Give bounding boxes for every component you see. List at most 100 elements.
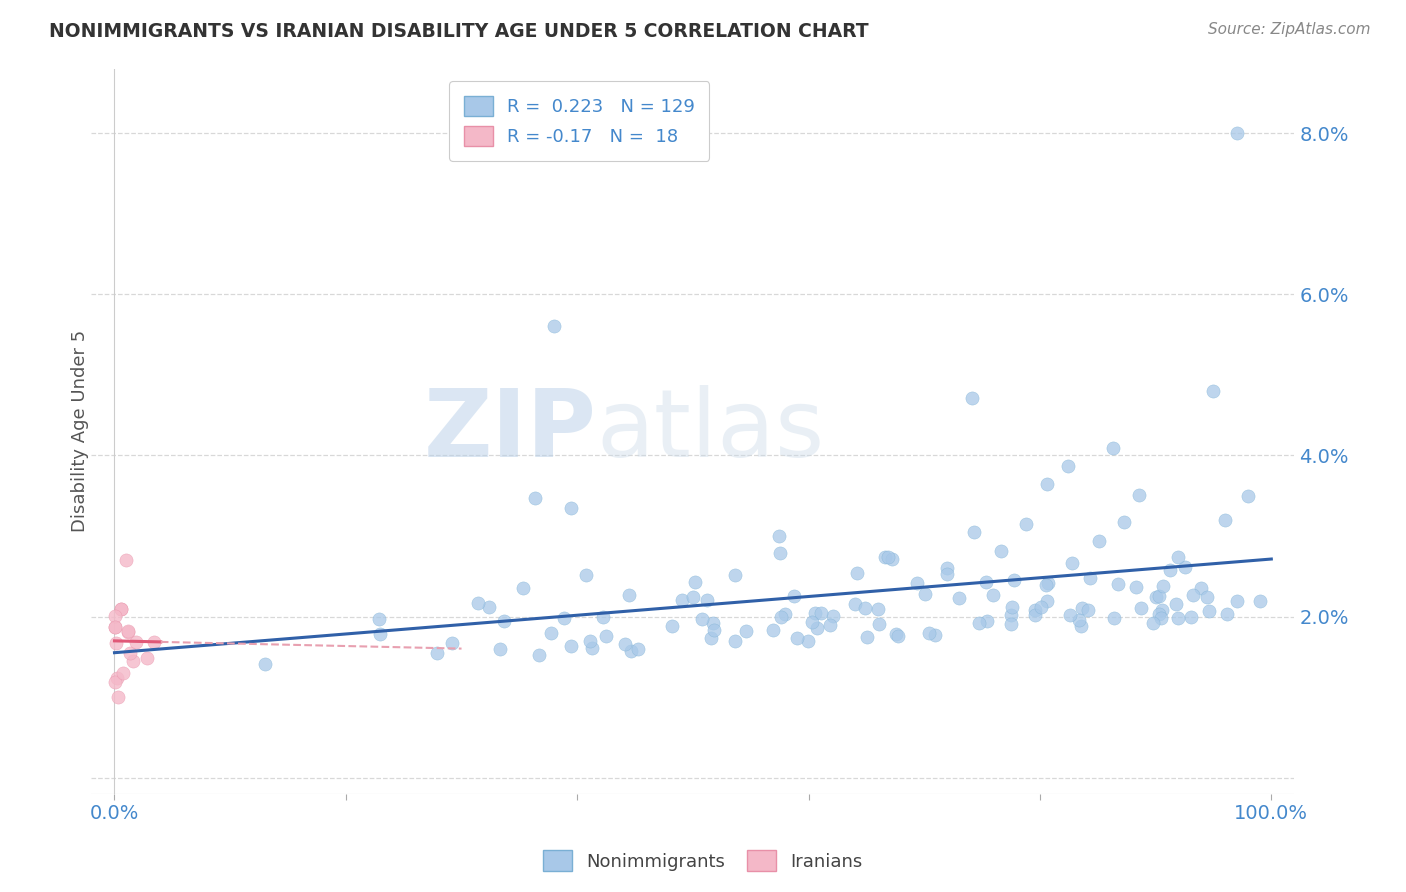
Point [855,630,877,644]
Point [806,621,828,635]
Point [1070,601,1092,615]
Point [703,623,725,637]
Point [917,626,939,640]
Point [560,639,582,653]
Point [492,614,515,628]
Point [553,611,575,625]
Point [543,319,565,334]
Point [800,615,823,629]
Point [104,620,127,634]
Point [823,608,845,623]
Point [702,615,724,630]
Point [368,627,391,641]
Point [614,636,637,650]
Point [1069,613,1091,627]
Point [117,624,139,639]
Point [786,631,808,645]
Point [1070,618,1092,632]
Point [512,582,534,596]
Point [782,589,804,603]
Point [1077,603,1099,617]
Point [1213,513,1236,527]
Point [853,600,876,615]
Point [976,575,998,590]
Point [1142,615,1164,630]
Point [1035,477,1057,491]
Legend: Nonimmigrants, Iranians: Nonimmigrants, Iranians [536,843,870,879]
Point [936,567,959,582]
Point [1174,559,1197,574]
Point [671,592,693,607]
Point [724,633,747,648]
Point [1167,611,1189,625]
Point [1024,603,1046,617]
Point [1152,579,1174,593]
Point [595,629,617,643]
Point [104,608,127,623]
Point [1108,576,1130,591]
Point [489,642,512,657]
Point [1167,550,1189,565]
Point [540,626,562,640]
Point [1102,441,1125,455]
Point [887,629,910,643]
Point [907,576,929,591]
Point [117,624,139,639]
Point [868,616,890,631]
Point [107,690,129,705]
Point [661,619,683,633]
Point [844,597,866,611]
Point [1024,608,1046,623]
Point [810,606,832,620]
Point [1035,578,1057,592]
Y-axis label: Disability Age Under 5: Disability Age Under 5 [72,330,89,533]
Point [1036,575,1059,590]
Point [619,588,641,602]
Point [1147,607,1170,622]
Text: atlas: atlas [596,385,825,477]
Point [1002,574,1025,588]
Point [804,607,827,621]
Point [1014,517,1036,532]
Point [797,634,820,648]
Point [440,635,463,649]
Point [770,610,793,624]
Point [112,665,135,680]
Point [523,491,546,505]
Point [620,644,643,658]
Point [1150,603,1173,617]
Point [142,634,165,648]
Point [1060,556,1083,570]
Point [1128,488,1150,502]
Point [1166,597,1188,611]
Point [1057,458,1080,473]
Point [1226,126,1249,140]
Point [1147,589,1170,603]
Point [884,627,907,641]
Point [1195,590,1218,604]
Point [527,648,550,663]
Point [769,546,792,560]
Point [104,620,127,634]
Point [578,633,600,648]
Point [690,612,713,626]
Point [121,653,143,667]
Point [1189,581,1212,595]
Point [110,601,132,615]
Point [627,642,650,657]
Point [1125,580,1147,594]
Point [976,614,998,628]
Point [1087,533,1109,548]
Point [768,529,790,543]
Point [935,561,957,575]
Point [1035,594,1057,608]
Point [110,602,132,616]
Point [1198,604,1220,618]
Point [253,657,276,672]
Point [1182,588,1205,602]
Point [1150,611,1173,625]
Point [426,646,449,660]
Point [877,550,900,565]
Point [962,391,984,405]
Point [1159,563,1181,577]
